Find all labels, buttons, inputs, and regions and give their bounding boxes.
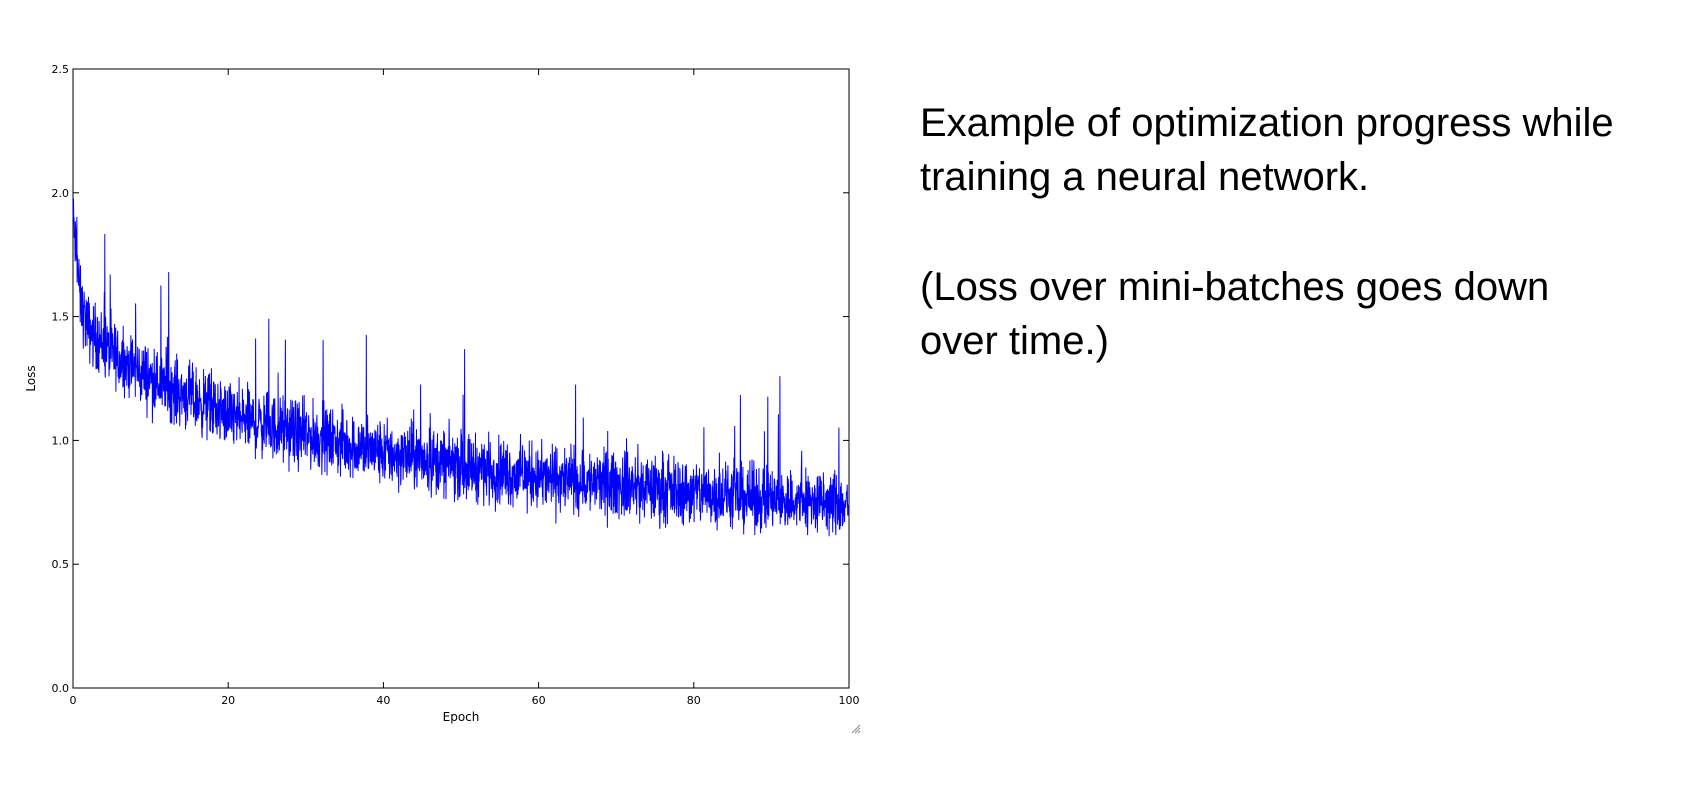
plot-area [72,68,850,689]
resize-grip-icon[interactable] [851,724,861,734]
y-tick-label: 1.0 [52,434,70,447]
y-tick-label: 0.5 [52,558,70,571]
ticks-group: 0 20 40 60 80 100 0.0 0.5 1.0 1.5 2.0 2.5 [52,63,860,707]
caption-line: training a neural network. [920,155,1370,199]
x-axis-label: Epoch [443,710,480,724]
y-tick-label: 2.5 [52,63,70,76]
x-tick-label: 80 [687,694,701,707]
series-group [72,198,850,537]
caption-description: Example of optimization progress while t… [920,96,1614,204]
loss-series-line [72,198,850,537]
y-tick-label: 2.0 [52,187,70,200]
x-tick-label: 60 [532,694,546,707]
x-tick-label: 0 [70,694,77,707]
y-tick-label: 0.0 [52,682,70,695]
caption-line: Example of optimization progress while [920,101,1614,145]
loss-chart: 0 20 40 60 80 100 0.0 0.5 1.0 1.5 2.0 2.5 Epoch Los… [24,63,861,734]
x-tick-label: 40 [376,694,390,707]
y-tick-label: 1.5 [52,311,70,324]
caption-line: over time.) [920,319,1109,363]
x-tick-label: 20 [221,694,235,707]
caption-note: (Loss over mini-batches goes down over t… [920,260,1549,368]
y-axis-label: Loss [24,365,38,391]
caption-line: (Loss over mini-batches goes down [920,265,1550,309]
x-tick-label: 100 [839,694,860,707]
